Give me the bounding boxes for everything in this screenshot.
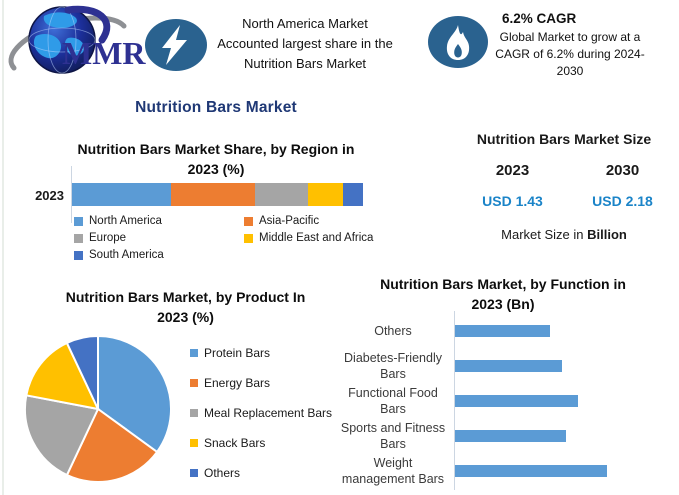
- legend-label: Protein Bars: [204, 346, 271, 360]
- legend-item: North America: [74, 215, 244, 227]
- legend-item: Protein Bars: [190, 338, 340, 368]
- function-category-label: Weight management Bars: [341, 455, 445, 486]
- legend-label: Asia-Pacific: [259, 215, 320, 227]
- legend-swatch: [190, 439, 198, 447]
- legend-label: South America: [89, 249, 164, 261]
- function-chart-title: Nutrition Bars Market, by Function in 20…: [380, 276, 626, 312]
- header-highlight-share: North America Market Accounted largest s…: [217, 16, 393, 71]
- market-size-note: Market Size in Billion: [454, 227, 674, 242]
- legend-label: Energy Bars: [204, 376, 271, 390]
- function-bar-row: Functional Food Bars: [336, 383, 656, 418]
- market-size-value-2030: USD 2.18: [592, 193, 653, 209]
- region-stacked-bar: [72, 183, 363, 206]
- legend-label: Middle East and Africa: [259, 232, 374, 244]
- region-bar-segment: [307, 183, 343, 206]
- cagr-description: Global Market to grow at a CAGR of 6.2% …: [495, 30, 645, 78]
- lightning-icon: [145, 19, 207, 71]
- legend-swatch: [74, 233, 83, 243]
- function-category-label: Sports and Fitness Bars: [340, 420, 446, 451]
- legend-swatch: [74, 250, 83, 260]
- svg-text:MMR: MMR: [62, 35, 146, 71]
- market-size-year-2030: 2030: [605, 162, 640, 179]
- legend-swatch: [244, 216, 253, 226]
- product-pie: [23, 334, 172, 483]
- region-chart-axis: [71, 166, 72, 223]
- legend-item: Middle East and Africa: [244, 232, 374, 244]
- function-bar: [455, 359, 562, 372]
- product-pie-wrap: [22, 333, 174, 485]
- globe-logo-icon: MMR: [8, 5, 146, 74]
- region-bar-segment: [170, 183, 256, 206]
- pie-slice: [65, 334, 99, 410]
- pie-slice: [25, 341, 100, 411]
- pie-slice: [97, 334, 172, 454]
- function-bar-row: Diabetes-Friendly Bars: [336, 348, 656, 383]
- cagr-headline: 6.2% CAGR: [502, 11, 577, 26]
- function-bar-row: Weight management Bars: [336, 453, 656, 488]
- page-title: Nutrition Bars Market: [135, 99, 297, 116]
- legend-item: Asia-Pacific: [244, 215, 374, 227]
- legend-item: Energy Bars: [190, 368, 340, 398]
- market-size-title: Nutrition Bars Market Size: [476, 131, 652, 147]
- function-bar: [455, 324, 550, 337]
- legend-item: Others: [190, 458, 340, 488]
- legend-item: Europe: [74, 232, 244, 244]
- market-size-year-2023: 2023: [495, 162, 530, 179]
- legend-label: Others: [204, 466, 241, 480]
- region-chart-title: Nutrition Bars Market Share, by Region i…: [77, 141, 355, 177]
- product-chart-title: Nutrition Bars Market, by Product In 202…: [65, 289, 306, 325]
- function-chart-axis: [454, 311, 455, 490]
- function-bar: [455, 464, 607, 477]
- function-category-label: Others: [374, 323, 412, 338]
- legend-item: South America: [74, 249, 244, 261]
- legend-swatch: [190, 469, 198, 477]
- flame-icon: [428, 16, 488, 68]
- region-legend: North America Asia-Pacific Europe Middle Ea…: [74, 215, 374, 261]
- left-edge-accent: [2, 0, 4, 495]
- legend-label: Europe: [89, 232, 127, 244]
- function-bar-row: Others: [336, 313, 656, 348]
- region-bar-segment: [342, 183, 363, 206]
- mmr-logo: MMR: [6, 2, 178, 84]
- function-category-label: Diabetes-Friendly Bars: [344, 350, 442, 381]
- legend-item: Snack Bars: [190, 428, 340, 458]
- legend-label: North America: [89, 215, 162, 227]
- region-bar-segment: [255, 183, 308, 206]
- product-legend: Protein Bars Energy Bars Meal Replacement …: [190, 338, 340, 488]
- legend-label: Meal Replacement Bars: [204, 406, 333, 420]
- function-category-label: Functional Food Bars: [348, 385, 438, 416]
- legend-swatch: [190, 379, 198, 387]
- region-bar-segment: [72, 183, 171, 206]
- legend-item: Meal Replacement Bars: [190, 398, 340, 428]
- function-bar: [455, 394, 578, 407]
- function-bar-row: Sports and Fitness Bars: [336, 418, 656, 453]
- function-bar: [455, 429, 566, 442]
- pie-slice: [23, 394, 100, 477]
- function-chart-rows: Others Diabetes-Friendly Bars Functional F…: [336, 313, 656, 488]
- legend-swatch: [74, 216, 83, 226]
- legend-swatch: [190, 409, 198, 417]
- legend-label: Snack Bars: [204, 436, 266, 450]
- market-size-note-unit: Billion: [587, 227, 627, 242]
- market-size-value-2023: USD 1.43: [482, 193, 543, 209]
- legend-swatch: [190, 349, 198, 357]
- legend-swatch: [244, 233, 253, 243]
- market-size-note-prefix: Market Size in: [501, 227, 588, 242]
- region-category-label: 2023: [35, 188, 64, 203]
